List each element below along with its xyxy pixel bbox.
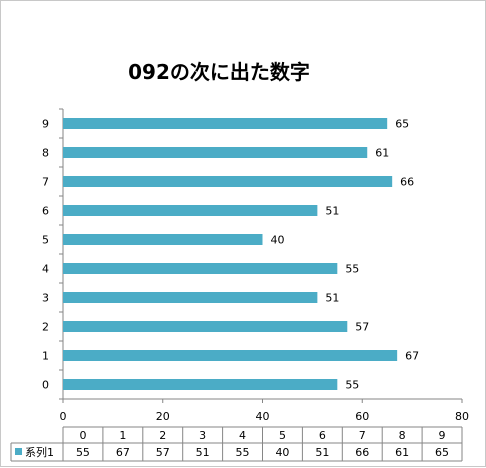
table-value-cell: 51: [315, 446, 329, 459]
bar: [63, 234, 263, 245]
data-label: 65: [395, 118, 409, 131]
table-value-cell: 67: [116, 446, 130, 459]
table-value-cell: 40: [275, 446, 289, 459]
data-label: 67: [405, 350, 419, 363]
y-tick-label: 3: [42, 292, 49, 305]
x-tick-label: 40: [256, 410, 270, 423]
y-tick-label: 9: [42, 118, 49, 131]
bar: [63, 263, 338, 274]
data-label: 61: [375, 147, 389, 160]
bar: [63, 176, 393, 187]
bar: [63, 292, 318, 303]
table-value-cell: 61: [395, 446, 409, 459]
chart-title: 092の次に出た数字: [128, 60, 310, 84]
x-tick-label: 20: [156, 410, 170, 423]
y-tick-label: 0: [42, 379, 49, 392]
bar: [63, 379, 338, 390]
data-label: 51: [325, 205, 339, 218]
data-label: 40: [271, 234, 285, 247]
y-tick-label: 2: [42, 321, 49, 334]
bar: [63, 321, 348, 332]
bar: [63, 118, 388, 129]
y-tick-label: 5: [42, 234, 49, 247]
plot-area: 0 551 672 573 514 555 406 517 668 619 650 20 40 60 80: [42, 108, 469, 423]
y-tick-label: 8: [42, 147, 49, 160]
table-value-cell: 65: [435, 446, 449, 459]
table-value-cell: 51: [196, 446, 210, 459]
data-label: 55: [345, 379, 359, 392]
x-tick-label: 0: [60, 410, 67, 423]
data-label: 51: [325, 292, 339, 305]
table-header-cell: 3: [199, 429, 206, 442]
table-header-cell: 0: [79, 429, 86, 442]
data-label: 57: [355, 321, 369, 334]
data-label: 55: [345, 263, 359, 276]
table-header-cell: 7: [359, 429, 366, 442]
legend-swatch: [15, 448, 22, 455]
y-tick-label: 4: [42, 263, 49, 276]
x-tick-label: 80: [455, 410, 469, 423]
bar: [63, 350, 398, 361]
table-header-cell: 8: [399, 429, 406, 442]
table-header-cell: 2: [159, 429, 166, 442]
table-value-cell: 66: [355, 446, 369, 459]
table-header-cell: 9: [439, 429, 446, 442]
table-header-cell: 1: [119, 429, 126, 442]
legend-label: 系列1: [25, 445, 54, 459]
table-header-cell: 5: [279, 429, 286, 442]
table-value-cell: 55: [236, 446, 250, 459]
table-header-cell: 6: [319, 429, 326, 442]
bar: [63, 205, 318, 216]
y-tick-label: 7: [42, 176, 49, 189]
x-tick-label: 60: [355, 410, 369, 423]
y-tick-label: 1: [42, 350, 49, 363]
bar: [63, 147, 368, 158]
table-header-cell: 4: [239, 429, 246, 442]
data-label: 66: [400, 176, 414, 189]
y-tick-label: 6: [42, 205, 49, 218]
table-value-cell: 57: [156, 446, 170, 459]
table-value-cell: 55: [76, 446, 90, 459]
